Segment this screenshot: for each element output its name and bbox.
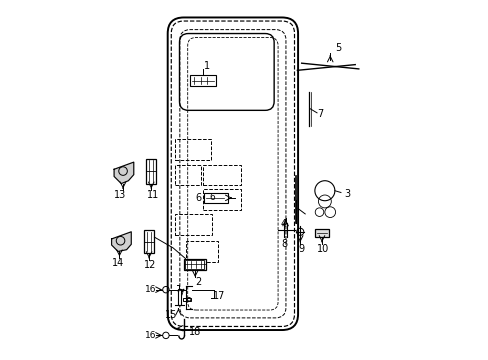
Text: 16: 16 bbox=[145, 285, 156, 294]
Bar bbox=[175, 165, 200, 185]
Text: 17: 17 bbox=[213, 291, 225, 301]
Text: 12: 12 bbox=[143, 260, 156, 270]
Bar bbox=[143, 230, 154, 253]
Text: 14: 14 bbox=[112, 258, 124, 268]
Bar bbox=[315, 229, 328, 237]
Bar bbox=[190, 75, 216, 86]
Polygon shape bbox=[114, 162, 134, 184]
Text: 6: 6 bbox=[209, 193, 215, 202]
Bar bbox=[203, 189, 241, 210]
Bar bbox=[183, 298, 190, 301]
Bar bbox=[185, 260, 204, 269]
Text: 2: 2 bbox=[195, 277, 202, 287]
Text: 1: 1 bbox=[203, 62, 210, 71]
Text: 11: 11 bbox=[146, 190, 159, 201]
Bar bbox=[185, 242, 217, 262]
Text: 13: 13 bbox=[114, 190, 126, 201]
Bar bbox=[183, 258, 205, 270]
Text: 4: 4 bbox=[280, 219, 286, 229]
Text: 7: 7 bbox=[316, 109, 323, 119]
Text: 10: 10 bbox=[316, 244, 328, 254]
Bar bbox=[203, 165, 241, 185]
Text: 9: 9 bbox=[298, 244, 304, 253]
Bar bbox=[178, 289, 181, 305]
Bar bbox=[146, 158, 156, 184]
Text: 8: 8 bbox=[281, 239, 287, 249]
Bar bbox=[175, 139, 210, 160]
Text: 18: 18 bbox=[189, 327, 201, 337]
Bar bbox=[175, 214, 212, 235]
Text: 15: 15 bbox=[165, 310, 177, 320]
Text: 16: 16 bbox=[145, 331, 156, 340]
Text: 3: 3 bbox=[343, 189, 349, 199]
Text: 5: 5 bbox=[334, 43, 341, 53]
Polygon shape bbox=[111, 232, 131, 251]
Bar bbox=[204, 193, 227, 203]
Text: 6: 6 bbox=[195, 193, 201, 203]
